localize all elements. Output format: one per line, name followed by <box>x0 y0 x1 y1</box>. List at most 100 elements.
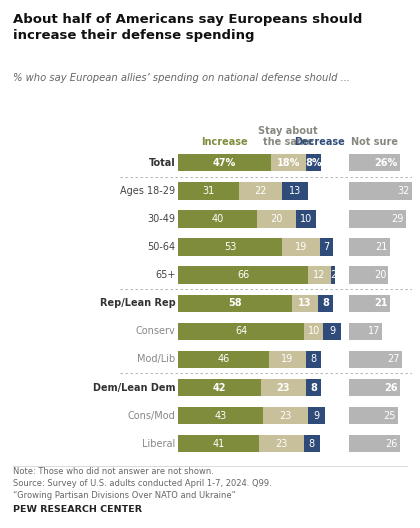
Text: Mod/Lib: Mod/Lib <box>137 354 176 364</box>
Text: 8: 8 <box>310 382 317 392</box>
Text: Conserv: Conserv <box>136 326 176 336</box>
Text: 21: 21 <box>376 242 388 252</box>
Text: 23: 23 <box>275 439 288 449</box>
Bar <box>349 351 402 368</box>
Text: 10: 10 <box>300 214 312 224</box>
Text: 8%: 8% <box>305 158 322 168</box>
Bar <box>306 379 321 396</box>
Text: 58: 58 <box>228 298 242 308</box>
Bar <box>270 154 306 172</box>
Text: 41: 41 <box>213 439 225 449</box>
Bar <box>178 210 257 228</box>
Text: 26: 26 <box>386 439 398 449</box>
Text: 32: 32 <box>397 186 410 196</box>
Text: 20: 20 <box>270 214 283 224</box>
Text: 29: 29 <box>391 214 404 224</box>
Bar <box>308 267 331 284</box>
Text: 27: 27 <box>387 354 400 364</box>
Text: 10: 10 <box>307 326 320 336</box>
Text: 30-49: 30-49 <box>147 214 176 224</box>
Text: 25: 25 <box>383 411 396 421</box>
Bar <box>304 435 320 452</box>
Bar <box>304 323 323 340</box>
Bar <box>282 238 320 256</box>
Bar <box>282 182 308 200</box>
Text: 17: 17 <box>368 326 380 336</box>
Bar <box>306 154 321 172</box>
Text: 8: 8 <box>322 298 329 308</box>
Bar <box>349 210 406 228</box>
Text: Increase: Increase <box>201 137 248 147</box>
Text: Rep/Lean Rep: Rep/Lean Rep <box>100 298 176 308</box>
Bar <box>349 182 412 200</box>
Bar <box>259 435 304 452</box>
Text: Decrease: Decrease <box>294 137 345 147</box>
Bar <box>178 182 239 200</box>
Bar <box>261 379 306 396</box>
Bar <box>178 267 308 284</box>
Text: Ages 18-29: Ages 18-29 <box>121 186 176 196</box>
Text: Note: Those who did not answer are not shown.
Source: Survey of U.S. adults cond: Note: Those who did not answer are not s… <box>13 467 271 500</box>
Text: Not sure: Not sure <box>351 137 398 147</box>
Text: 2: 2 <box>330 270 336 280</box>
Bar <box>296 210 315 228</box>
Text: Liberal: Liberal <box>142 439 176 449</box>
Bar <box>292 295 318 312</box>
Text: Total: Total <box>149 158 176 168</box>
Bar <box>178 154 270 172</box>
Text: 31: 31 <box>203 186 215 196</box>
Bar <box>349 323 382 340</box>
Bar <box>178 323 304 340</box>
Text: 22: 22 <box>255 186 267 196</box>
Text: 13: 13 <box>289 186 301 196</box>
Bar <box>349 379 400 396</box>
Text: 64: 64 <box>235 326 247 336</box>
Text: 8: 8 <box>310 354 317 364</box>
Text: 43: 43 <box>215 411 227 421</box>
Text: 47%: 47% <box>213 158 236 168</box>
Text: 19: 19 <box>295 242 307 252</box>
Bar <box>239 182 282 200</box>
Text: 40: 40 <box>212 214 224 224</box>
Text: 46: 46 <box>218 354 230 364</box>
Text: 23: 23 <box>279 411 291 421</box>
Text: Dem/Lean Dem: Dem/Lean Dem <box>93 382 176 392</box>
Text: Cons/Mod: Cons/Mod <box>128 411 176 421</box>
Bar <box>178 351 268 368</box>
Text: 21: 21 <box>375 298 388 308</box>
Bar <box>178 379 261 396</box>
Bar <box>263 407 308 425</box>
Text: 8: 8 <box>309 439 315 449</box>
Bar <box>178 407 263 425</box>
Bar <box>306 351 321 368</box>
Text: About half of Americans say Europeans should
increase their defense spending: About half of Americans say Europeans sh… <box>13 13 362 42</box>
Bar <box>178 295 292 312</box>
Text: 20: 20 <box>374 270 386 280</box>
Text: 7: 7 <box>323 242 330 252</box>
Text: 19: 19 <box>281 354 293 364</box>
Bar <box>349 154 400 172</box>
Bar <box>178 238 282 256</box>
Text: % who say European allies’ spending on national defense should ...: % who say European allies’ spending on n… <box>13 73 349 83</box>
Text: Stay about
the same: Stay about the same <box>258 126 318 147</box>
Bar <box>349 407 398 425</box>
Bar <box>320 238 333 256</box>
Bar <box>308 407 326 425</box>
Bar <box>349 295 390 312</box>
Bar <box>323 323 341 340</box>
Text: 18%: 18% <box>276 158 300 168</box>
Text: 42: 42 <box>213 382 226 392</box>
Text: 9: 9 <box>329 326 335 336</box>
Bar <box>349 435 400 452</box>
Text: 9: 9 <box>313 411 320 421</box>
Bar <box>349 267 388 284</box>
Text: PEW RESEARCH CENTER: PEW RESEARCH CENTER <box>13 505 142 514</box>
Text: 13: 13 <box>298 298 312 308</box>
Text: 65+: 65+ <box>155 270 176 280</box>
Text: 66: 66 <box>237 270 249 280</box>
Bar <box>178 435 259 452</box>
Text: 53: 53 <box>224 242 236 252</box>
Text: 23: 23 <box>276 382 290 392</box>
Bar <box>268 351 306 368</box>
Text: 12: 12 <box>313 270 326 280</box>
